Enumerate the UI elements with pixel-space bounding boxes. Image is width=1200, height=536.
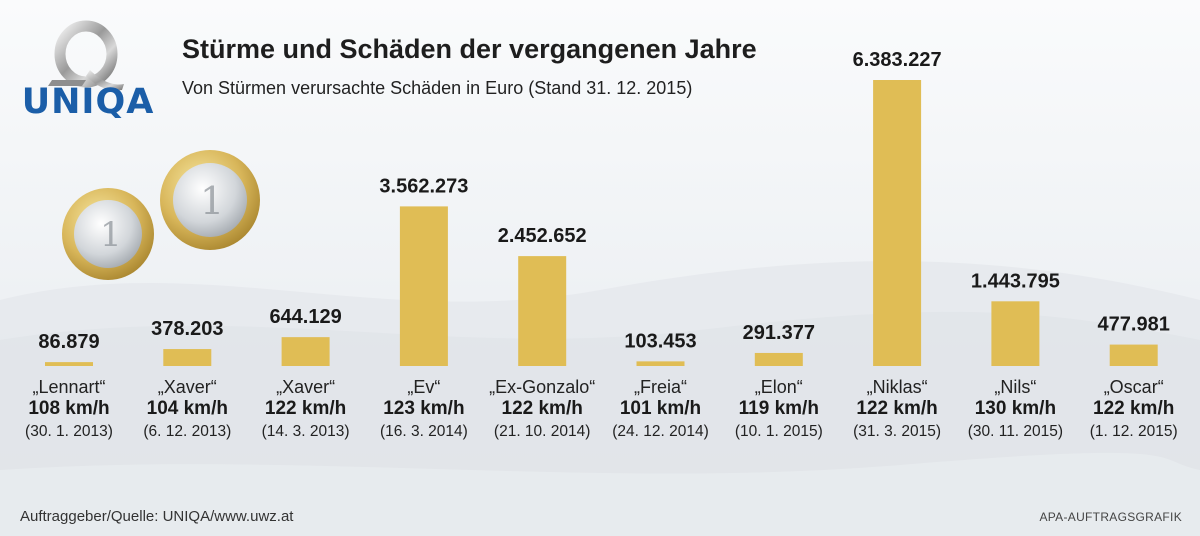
euro-coins-icon: 1 1: [62, 150, 260, 280]
value-label-2: 378.203: [151, 318, 223, 340]
value-label-4: 3.562.273: [379, 175, 468, 197]
category-label-8: „Niklas“ 122 km/h (31. 3. 2015): [838, 376, 956, 444]
storm-name: „Elon“: [754, 377, 803, 397]
bar-7: [754, 352, 803, 366]
wind-speed: 101 km/h: [619, 398, 702, 419]
value-label-9: 1.443.795: [971, 270, 1060, 292]
value-label-5: 2.452.652: [498, 225, 587, 247]
bar-2: [163, 349, 212, 366]
bar-chart: 86.879 378.203 644.129 3.562.273 2.452.652 10…: [38, 49, 1170, 366]
storm-date: (30. 11. 2015): [967, 423, 1064, 440]
wind-speed: 108 km/h: [28, 398, 110, 419]
category-labels: „Lennart“ 108 km/h (30. 1. 2013) „Xaver“ 104…: [0, 376, 1200, 466]
svg-text:1: 1: [200, 179, 224, 223]
storm-name: „Niklas“: [866, 377, 928, 397]
wind-speed: 130 km/h: [974, 398, 1057, 419]
chart-title: Stürme und Schäden der vergangenen Jahre: [182, 34, 757, 64]
storm-date: (24. 12. 2014): [612, 423, 709, 440]
chart-subtitle: Von Stürmen verursachte Schäden in Euro …: [182, 78, 693, 98]
category-label-6: „Freia“ 101 km/h (24. 12. 2014): [602, 376, 720, 444]
logo-text: UNIQA: [21, 82, 155, 122]
category-label-7: „Elon“ 119 km/h (10. 1. 2015): [720, 376, 838, 444]
storm-name: „Oscar“: [1103, 377, 1164, 397]
storm-date: (30. 1. 2013): [25, 423, 113, 440]
bar-5: [518, 256, 567, 366]
storm-name: „Xaver“: [276, 377, 336, 397]
storm-name: „Xaver“: [157, 377, 217, 397]
value-label-7: 291.377: [743, 322, 815, 344]
storm-date: (16. 3. 2014): [379, 423, 468, 440]
wind-speed: 123 km/h: [383, 398, 465, 419]
value-label-10: 477.981: [1098, 314, 1170, 336]
category-label-4: „Ev“ 123 km/h (16. 3. 2014): [365, 376, 483, 444]
storm-date: (6. 12. 2013): [143, 423, 232, 440]
storm-name: „Freia“: [634, 377, 687, 397]
wind-speed: 119 km/h: [738, 398, 819, 419]
wind-speed: 122 km/h: [856, 398, 938, 419]
storm-name: „Lennart“: [32, 377, 106, 397]
category-label-1: „Lennart“ 108 km/h (30. 1. 2013): [10, 376, 128, 444]
storm-date: (10. 1. 2015): [734, 423, 823, 440]
storm-name: „Ev“: [407, 377, 441, 397]
storm-name: „Nils“: [994, 377, 1037, 397]
bar-6: [636, 361, 685, 366]
category-label-9: „Nils“ 130 km/h (30. 11. 2015): [956, 376, 1074, 444]
category-label-2: „Xaver“ 104 km/h (6. 12. 2013): [128, 376, 246, 444]
source-note: Auftraggeber/Quelle: UNIQA/www.uwz.at: [20, 508, 294, 525]
storm-date: (14. 3. 2013): [261, 423, 350, 440]
wind-speed: 104 km/h: [146, 398, 228, 419]
bar-4: [399, 206, 448, 366]
value-label-1: 86.879: [38, 331, 99, 353]
credit-note: APA-AUFTRAGSGRAFIK: [1039, 510, 1182, 524]
category-label-5: „Ex-Gonzalo“ 122 km/h (21. 10. 2014): [483, 376, 601, 444]
wind-speed: 122 km/h: [1093, 398, 1175, 419]
category-label-10: „Oscar“ 122 km/h (1. 12. 2015): [1075, 376, 1193, 444]
value-label-6: 103.453: [624, 330, 696, 352]
logo-ring-icon: [48, 20, 124, 91]
storm-date: (21. 10. 2014): [493, 423, 591, 440]
storm-date: (1. 12. 2015): [1089, 423, 1178, 440]
bar-3: [281, 337, 330, 366]
svg-text:1: 1: [100, 215, 122, 255]
storm-date: (31. 3. 2015): [853, 423, 942, 440]
value-label-3: 644.129: [269, 306, 341, 328]
wind-speed: 122 km/h: [264, 398, 347, 419]
category-label-3: „Xaver“ 122 km/h (14. 3. 2013): [247, 376, 365, 444]
bar-10: [1109, 344, 1158, 366]
value-label-8: 6.383.227: [853, 49, 942, 71]
wind-speed: 122 km/h: [501, 398, 583, 419]
bar-1: [45, 362, 93, 366]
bar-8: [873, 80, 922, 366]
uniqa-logo: UNIQA: [18, 20, 158, 130]
bar-9: [991, 301, 1040, 366]
storm-name: „Ex-Gonzalo“: [489, 377, 596, 397]
